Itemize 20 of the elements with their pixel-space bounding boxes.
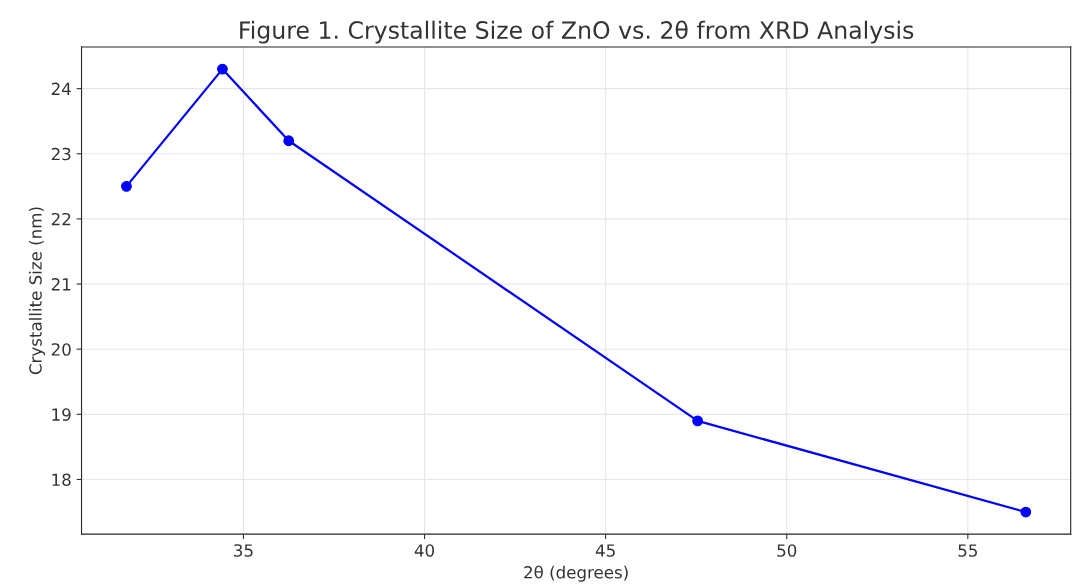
x-tick-label: 40: [414, 544, 435, 557]
chart-title: Figure 1. Crystallite Size of ZnO vs. 2θ from XRD Analysis: [240, 20, 914, 44]
point: [692, 415, 704, 427]
x-tick-label: 45: [595, 544, 615, 557]
y-tick-label: 19: [52, 408, 71, 421]
y-tick-label: 24: [51, 82, 71, 95]
x-tick-label: 55: [958, 544, 977, 557]
y-tick-label: 20: [51, 343, 71, 356]
point: [121, 180, 132, 192]
x-axis-title: 2θ (degrees): [524, 565, 628, 582]
x-tick-label: 35: [234, 544, 253, 557]
y-tick-label: 18: [52, 473, 71, 487]
point: [1020, 506, 1032, 518]
point: [217, 63, 228, 75]
y-axis-title: Crystallite Size (nm): [28, 207, 46, 375]
y-tick-label: 22: [51, 212, 71, 226]
point: [283, 135, 295, 147]
y-tick-label: 21: [51, 278, 71, 291]
y-tick-label: 23: [51, 147, 71, 161]
x-tick-label: 50: [777, 544, 797, 557]
